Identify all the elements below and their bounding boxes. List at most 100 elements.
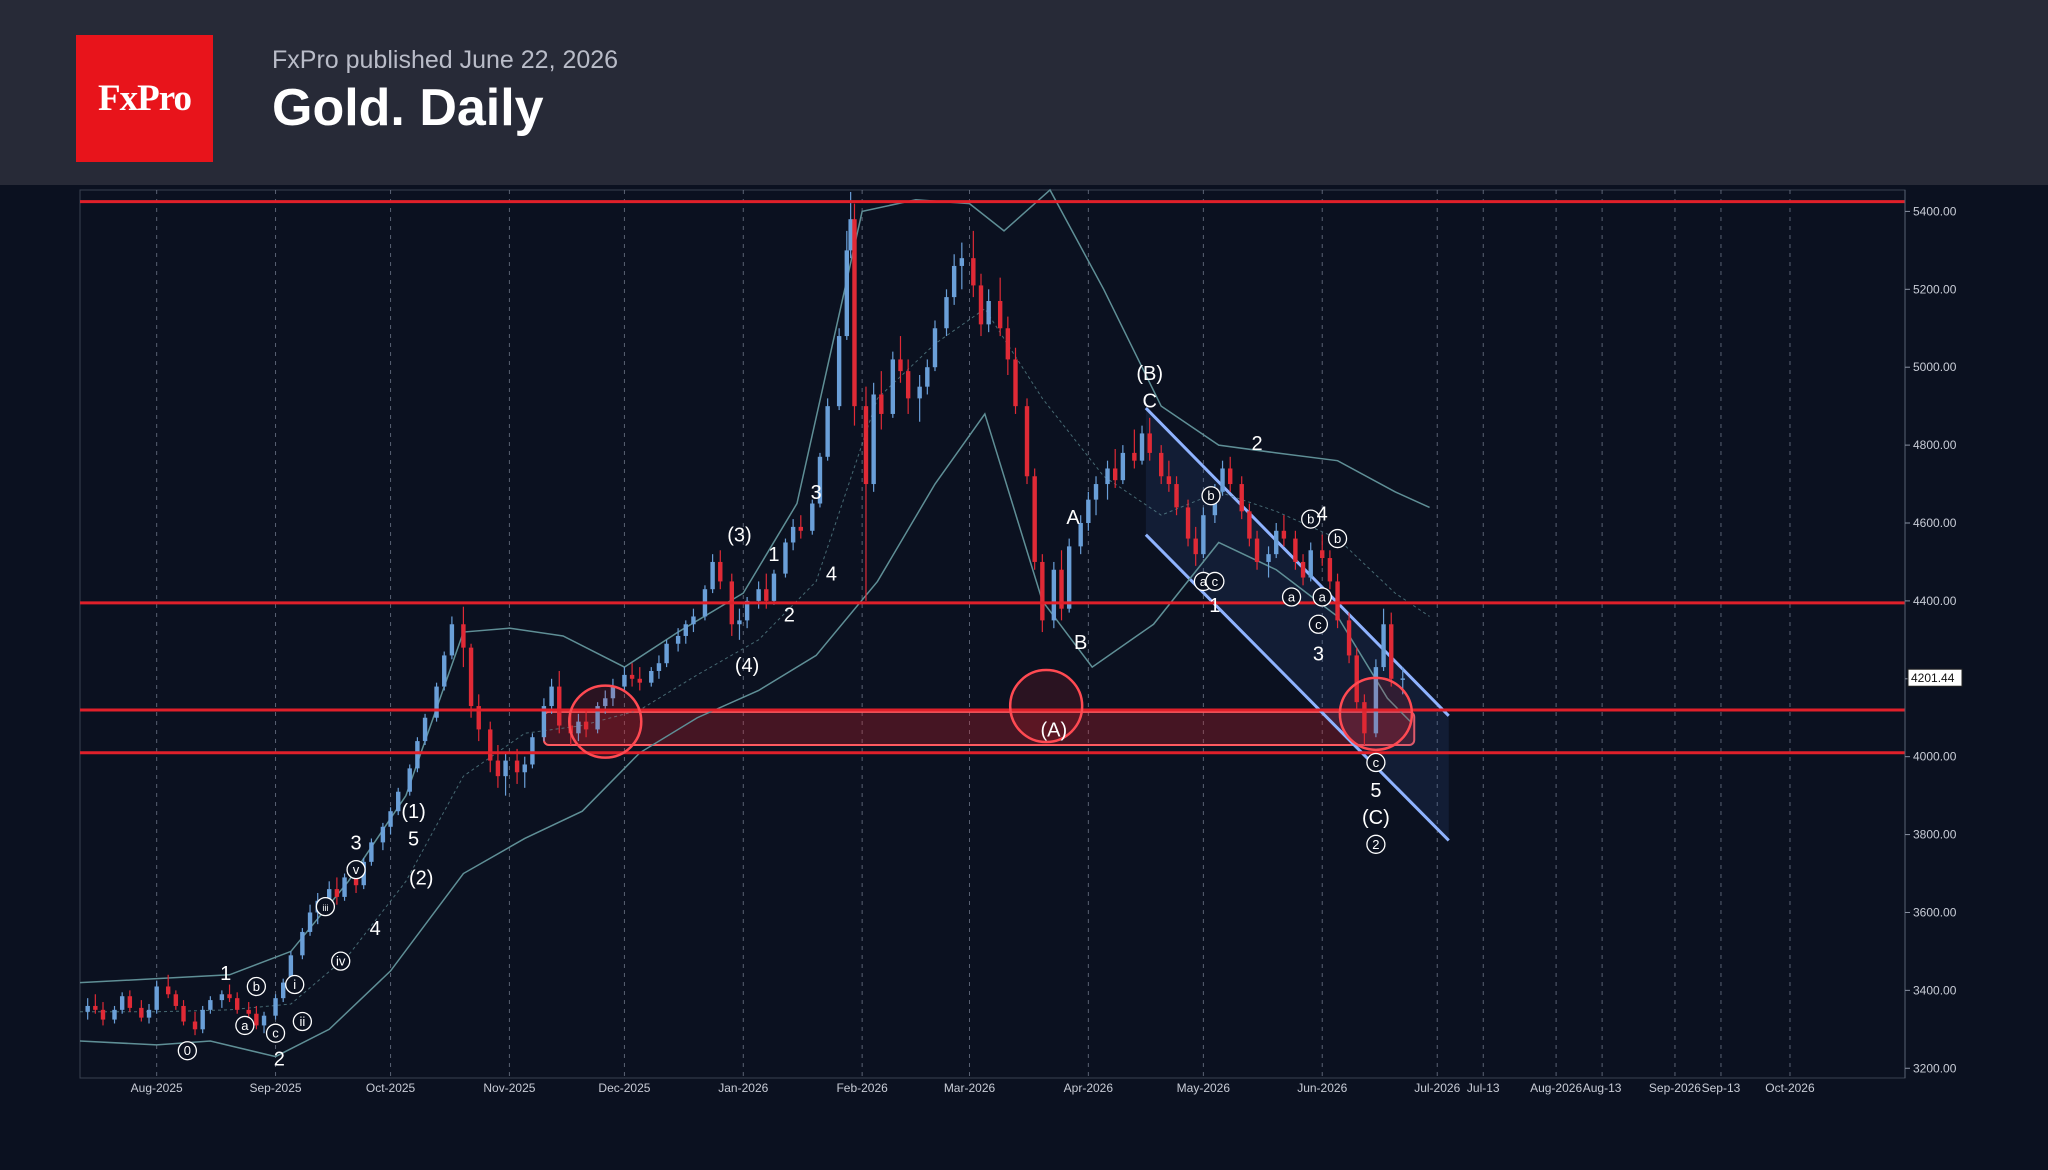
wave-label: 2 bbox=[1372, 837, 1379, 852]
candle-body bbox=[944, 297, 949, 329]
candle-body bbox=[396, 791, 401, 812]
wave-label: a bbox=[1319, 590, 1327, 605]
candle-body bbox=[342, 877, 347, 897]
wave-label-ring bbox=[1312, 587, 1332, 607]
candle-body bbox=[744, 600, 750, 621]
y-tick-label: 5200.00 bbox=[1913, 282, 1957, 296]
candle-body bbox=[925, 367, 930, 387]
candle-body bbox=[192, 1021, 198, 1030]
support-zone-layer bbox=[542, 710, 1416, 746]
header: FxPro FxPro published June 22, 2026 Gold… bbox=[0, 0, 2048, 185]
candle-body bbox=[951, 265, 957, 298]
wave-label-ring bbox=[1301, 509, 1321, 529]
candle-body bbox=[146, 1009, 152, 1018]
y-tick-label: 3800.00 bbox=[1913, 828, 1957, 842]
candle-body bbox=[986, 301, 991, 325]
wave-label-ring bbox=[1327, 528, 1348, 549]
wave-label-ring bbox=[346, 859, 366, 880]
candle-body bbox=[154, 986, 159, 1010]
wave-label: (B) bbox=[1136, 363, 1163, 385]
candle-body bbox=[1308, 550, 1313, 578]
candle-body bbox=[288, 955, 294, 983]
candle-body bbox=[1381, 624, 1386, 668]
fxpro-logo: FxPro bbox=[76, 35, 213, 162]
candle-body bbox=[1112, 468, 1118, 481]
levels-layer bbox=[80, 200, 1905, 755]
candle-body bbox=[407, 768, 412, 792]
wave-label: (3) bbox=[727, 525, 751, 547]
candle-body bbox=[208, 1000, 213, 1010]
candle-body bbox=[932, 328, 938, 368]
candle-body bbox=[622, 674, 627, 687]
candle-body bbox=[530, 737, 535, 765]
candle-body bbox=[848, 219, 853, 251]
wave-label: ii bbox=[299, 1014, 305, 1029]
wave-label-ring bbox=[265, 1023, 286, 1043]
wave-label: i bbox=[293, 977, 296, 992]
candle-body bbox=[898, 359, 903, 372]
wave-label: 4 bbox=[370, 918, 381, 940]
candle-body bbox=[173, 994, 179, 1006]
wave-label: b bbox=[253, 979, 260, 994]
wave-label-ring bbox=[285, 974, 305, 995]
wave-label: 2 bbox=[274, 1049, 285, 1071]
candle-body bbox=[971, 258, 976, 286]
x-tick-label: Oct-2026 bbox=[1765, 1081, 1815, 1095]
x-tick-label: Jul-13 bbox=[1467, 1081, 1500, 1095]
highlight-circle bbox=[1338, 676, 1414, 752]
candle-body bbox=[127, 996, 133, 1008]
candle-body bbox=[422, 717, 428, 742]
wave-label: 2 bbox=[784, 605, 795, 627]
y-tick-label: 3600.00 bbox=[1913, 905, 1957, 919]
candle-body bbox=[119, 996, 125, 1010]
candle-body bbox=[825, 406, 830, 457]
candle-body bbox=[871, 394, 876, 485]
candle-body bbox=[718, 561, 723, 582]
wave-label-ring bbox=[177, 1041, 198, 1061]
x-tick-label: Aug-2026 bbox=[1530, 1081, 1582, 1095]
candle-body bbox=[1078, 523, 1083, 547]
grid bbox=[79, 189, 1906, 1079]
candle-body bbox=[978, 285, 984, 325]
candle-body bbox=[246, 1009, 251, 1014]
candle-body bbox=[1400, 678, 1405, 680]
wave-label: 3 bbox=[811, 482, 822, 504]
candle-body bbox=[629, 674, 635, 679]
candle-body bbox=[495, 760, 501, 777]
candle-body bbox=[595, 706, 600, 730]
candle-body bbox=[1086, 499, 1091, 523]
wave-label: 1 bbox=[768, 544, 779, 566]
candle-body bbox=[997, 301, 1003, 329]
candles-layer bbox=[85, 191, 1405, 1036]
candle-body bbox=[1293, 538, 1298, 562]
wave-label: 5 bbox=[1370, 780, 1381, 802]
x-tick-label: Jun-2026 bbox=[1297, 1081, 1347, 1095]
wave-labels-layer: 01abc2iiiiiiivv34(1)5(2)(3)1234(4)AB(A)(… bbox=[177, 363, 1390, 1071]
candle-body bbox=[254, 1013, 259, 1026]
candle-body bbox=[514, 760, 520, 773]
candle-body bbox=[219, 994, 225, 1001]
candle-body bbox=[1120, 452, 1126, 481]
candle-body bbox=[1158, 452, 1164, 477]
x-tick-label: May-2026 bbox=[1177, 1081, 1231, 1095]
wave-label: C bbox=[1142, 390, 1156, 412]
candle-body bbox=[557, 686, 562, 726]
candle-body bbox=[415, 741, 420, 769]
candle-body bbox=[476, 706, 481, 730]
wave-label: c bbox=[272, 1026, 279, 1041]
bollinger-middle bbox=[80, 308, 1430, 1013]
candle-body bbox=[1066, 546, 1072, 609]
candle-body bbox=[1266, 554, 1271, 562]
y-tick-label: 3400.00 bbox=[1913, 983, 1957, 997]
logo-text: FxPro bbox=[98, 78, 192, 119]
candle-body bbox=[139, 1007, 144, 1018]
candle-body bbox=[1051, 569, 1057, 621]
candle-body bbox=[1362, 702, 1367, 734]
wave-label: (2) bbox=[409, 867, 433, 889]
candle-body bbox=[1040, 561, 1045, 621]
x-tick-label: Mar-2026 bbox=[944, 1081, 996, 1095]
candle-body bbox=[664, 643, 669, 664]
candle-body bbox=[798, 526, 803, 531]
candle-body bbox=[583, 721, 589, 730]
x-tick-label: Nov-2025 bbox=[483, 1081, 535, 1095]
